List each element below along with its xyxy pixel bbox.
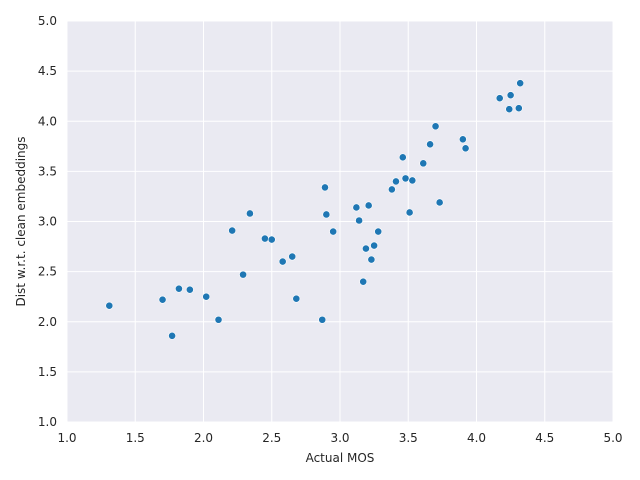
data-point xyxy=(105,301,114,310)
data-point xyxy=(355,216,364,225)
data-point xyxy=(367,255,376,264)
data-point xyxy=(374,227,383,236)
data-point xyxy=(506,91,515,100)
data-point xyxy=(408,176,417,185)
data-point xyxy=(322,210,331,219)
data-points xyxy=(105,79,525,340)
data-point xyxy=(461,144,470,153)
data-point xyxy=(239,270,247,279)
data-point xyxy=(202,292,211,301)
y-axis-label: Dist w.r.t. clean embeddings xyxy=(14,136,28,306)
x-axis-label: Actual MOS xyxy=(306,451,375,465)
y-tick-label: 4.5 xyxy=(38,64,57,78)
y-tick-label: 4.0 xyxy=(38,114,57,128)
data-point xyxy=(352,203,361,212)
data-point xyxy=(168,331,177,340)
x-tick-label: 2.0 xyxy=(194,431,213,445)
data-point xyxy=(175,284,183,293)
data-point xyxy=(228,226,237,235)
data-point xyxy=(514,104,523,113)
data-point xyxy=(362,244,370,253)
data-point xyxy=(158,295,167,304)
x-tick-label: 4.5 xyxy=(535,431,554,445)
data-point xyxy=(392,177,400,186)
grid-lines xyxy=(66,20,614,423)
x-tick-label: 5.0 xyxy=(603,431,622,445)
data-point xyxy=(458,135,467,144)
y-tick-label: 1.5 xyxy=(38,365,57,379)
y-tick-label: 2.0 xyxy=(38,315,57,329)
x-tick-label: 4.0 xyxy=(467,431,486,445)
data-point xyxy=(505,105,514,114)
data-point xyxy=(426,140,434,149)
data-point xyxy=(267,235,276,244)
y-tick-label: 3.5 xyxy=(38,164,57,178)
data-point xyxy=(329,227,338,236)
y-tick-label: 1.0 xyxy=(38,415,57,429)
x-tick-labels: 1.0 1.5 2.0 2.5 3.0 3.5 4.0 4.5 5.0 xyxy=(57,431,622,445)
data-point xyxy=(398,153,407,162)
data-point xyxy=(318,315,327,324)
data-point xyxy=(214,315,223,324)
data-point xyxy=(401,174,410,183)
x-tick-label: 3.5 xyxy=(399,431,418,445)
data-point xyxy=(419,159,428,168)
y-tick-label: 3.0 xyxy=(38,215,57,229)
data-point xyxy=(185,285,194,294)
data-point xyxy=(321,183,329,192)
data-point xyxy=(261,234,269,243)
y-tick-labels: 1.0 1.5 2.0 2.5 3.0 3.5 4.0 4.5 5.0 xyxy=(38,14,57,429)
data-point xyxy=(435,198,444,207)
x-tick-label: 1.0 xyxy=(57,431,76,445)
data-point xyxy=(387,185,396,194)
data-point xyxy=(288,252,297,261)
data-point xyxy=(364,201,373,210)
data-point xyxy=(405,208,414,217)
data-point xyxy=(431,122,440,131)
data-point xyxy=(278,257,287,266)
x-tick-label: 1.5 xyxy=(126,431,145,445)
data-point xyxy=(495,94,504,103)
x-tick-label: 3.0 xyxy=(330,431,349,445)
y-tick-label: 5.0 xyxy=(38,14,57,28)
data-point xyxy=(292,294,301,303)
data-point xyxy=(516,79,525,88)
y-tick-label: 2.5 xyxy=(38,265,57,279)
data-point xyxy=(246,209,254,218)
x-tick-label: 2.5 xyxy=(262,431,281,445)
data-point xyxy=(359,277,368,286)
data-point xyxy=(370,241,379,250)
